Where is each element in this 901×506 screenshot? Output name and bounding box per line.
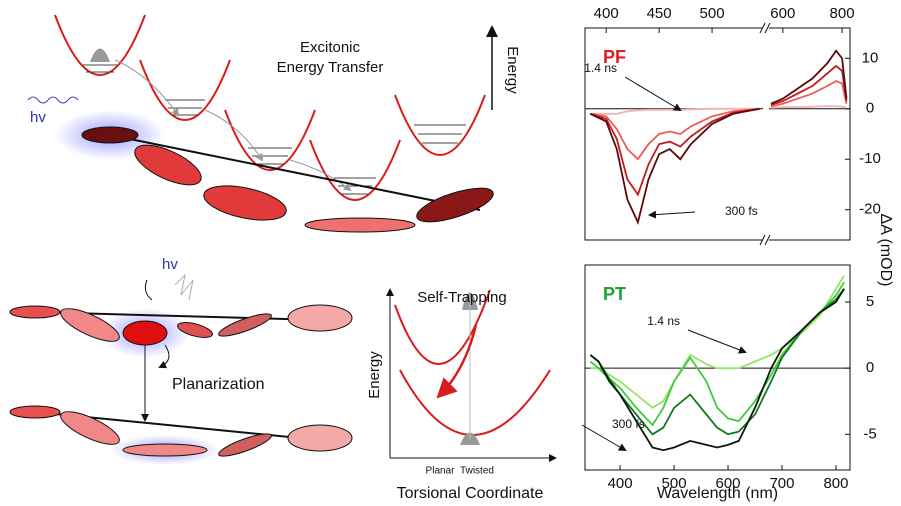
x-tick-label: 700 bbox=[769, 475, 794, 492]
x-tick-label: 450 bbox=[647, 5, 672, 22]
x-tick-label: 600 bbox=[716, 475, 741, 492]
pf-axis-break bbox=[759, 22, 771, 246]
x-tick-label: 600 bbox=[770, 5, 795, 22]
plot-frame bbox=[584, 27, 851, 241]
annotation: 300 fs bbox=[725, 204, 758, 218]
series-line bbox=[590, 105, 847, 115]
y-tick-label: -5 bbox=[863, 425, 876, 442]
energy-label: Energy bbox=[504, 46, 521, 94]
x-tick-label: 500 bbox=[700, 5, 725, 22]
chart: 400 450 500 600 800 10 0 -10 -20 PF1.4 ns 300 fs ΔA… bbox=[584, 5, 893, 286]
x-tick-label: 400 bbox=[608, 475, 633, 492]
photon-label: hv bbox=[30, 109, 46, 126]
x-tick-label: 800 bbox=[823, 475, 848, 492]
torsional-label: Torsional Coordinate bbox=[397, 485, 544, 502]
y-tick-label: 5 bbox=[866, 293, 874, 310]
y-axis-label: ΔA (mOD) bbox=[877, 214, 894, 287]
photon-label: hv bbox=[162, 256, 178, 273]
annotation: 300 fs bbox=[612, 417, 645, 431]
annotation-arrow bbox=[687, 329, 747, 354]
annotation: 1.4 ns bbox=[647, 314, 680, 328]
chart-title: PF bbox=[603, 47, 626, 67]
series-line bbox=[590, 64, 848, 197]
annotation-arrow bbox=[648, 210, 696, 219]
y-tick-label: 0 bbox=[866, 359, 874, 376]
energy-label: Energy bbox=[366, 351, 383, 399]
annotation-arrow bbox=[581, 424, 627, 452]
series-line bbox=[590, 79, 848, 161]
planarization-label: Planarization bbox=[172, 376, 265, 393]
y-tick-label: -20 bbox=[859, 201, 881, 218]
chart: 400 500 600 700 800 5 0 -5 PT 1.4 ns 300 fs Wavelen… bbox=[581, 264, 877, 502]
y-tick-label: 10 bbox=[862, 49, 879, 66]
x-tick-label: 800 bbox=[830, 5, 855, 22]
annotation: 1.4 ns bbox=[584, 61, 617, 75]
y-tick-label: 0 bbox=[866, 100, 874, 117]
series-line bbox=[589, 288, 845, 452]
chart-title: PT bbox=[603, 284, 626, 304]
transfer-title: Energy Transfer bbox=[277, 59, 384, 76]
planar-label: Planar bbox=[426, 466, 456, 477]
x-tick-label: 500 bbox=[662, 475, 687, 492]
self-trapping-diagram: Self-Trapping Energy Planar Twisted Tors… bbox=[366, 288, 557, 502]
series-line bbox=[589, 288, 845, 436]
x-axis-label: Wavelength (nm) bbox=[657, 485, 778, 502]
planarization-diagram: hv Planarization bbox=[9, 256, 353, 465]
twisted-label: Twisted bbox=[460, 466, 494, 477]
self-trapping-label: Self-Trapping bbox=[417, 289, 507, 306]
energy-transfer-diagram: Excitonic Energy Transfer Energy hv bbox=[27, 14, 521, 233]
y-tick-label: -10 bbox=[859, 150, 881, 167]
series-line bbox=[589, 49, 848, 226]
x-tick-label: 400 bbox=[594, 5, 619, 22]
transfer-title: Excitonic bbox=[300, 39, 361, 56]
annotation-arrow bbox=[624, 76, 682, 112]
plot-frame bbox=[584, 264, 851, 471]
